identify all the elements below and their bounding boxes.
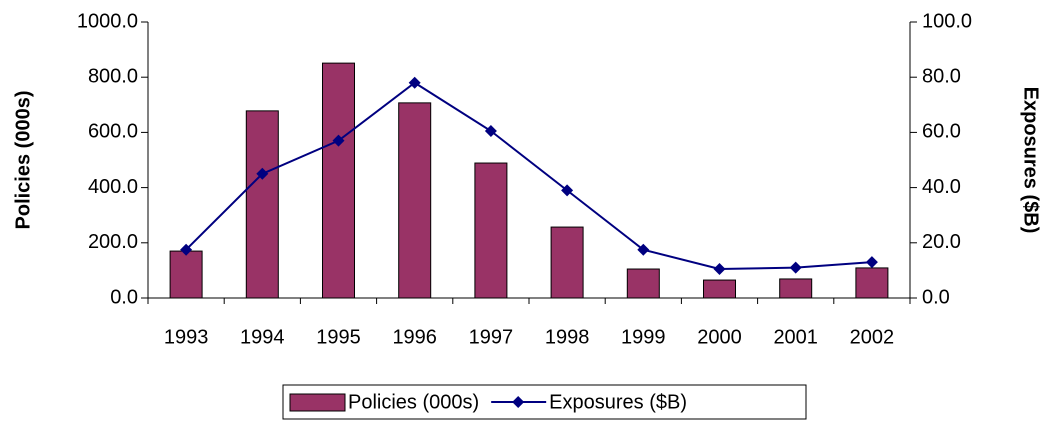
bar (855, 267, 889, 299)
x-tick-label: 2001 (773, 326, 818, 348)
legend-label: Exposures ($B) (549, 391, 687, 413)
x-tick-label: 1994 (240, 326, 285, 348)
x-tick-label: 1997 (469, 326, 514, 348)
line (185, 81, 872, 271)
bar (398, 102, 432, 299)
bar (321, 62, 356, 299)
y2-tick-label: 40.0 (922, 176, 961, 198)
y-tick-label: 400.0 (88, 176, 138, 198)
bar (245, 110, 279, 299)
y-tick-label: 0.0 (110, 286, 138, 308)
marker (713, 263, 726, 276)
x-tick-label: 2000 (697, 326, 742, 348)
y2-tick-label: 0.0 (922, 286, 950, 308)
x-tick-label: 1995 (316, 326, 361, 348)
x-tick-label: 1996 (392, 326, 437, 348)
bar (702, 279, 737, 299)
y-tick-label: 800.0 (88, 65, 138, 87)
marker (332, 134, 345, 147)
y-tick-label: 200.0 (88, 231, 138, 253)
marker (256, 167, 269, 180)
y-tick-label: 1000.0 (77, 10, 138, 32)
bar (550, 226, 584, 299)
x-tick-label: 1999 (621, 326, 666, 348)
marker (180, 243, 193, 256)
x-tick-label: 2002 (850, 326, 895, 348)
legend-marker (512, 396, 525, 408)
y2-tick-label: 100.0 (922, 10, 972, 32)
legend-swatch (289, 393, 346, 412)
bar (169, 250, 203, 299)
marker (408, 76, 421, 89)
marker (789, 261, 802, 274)
marker (865, 256, 878, 269)
marker (561, 184, 574, 197)
y2-tick-label: 60.0 (922, 121, 961, 143)
y-axis-label: Policies (000s) (12, 91, 34, 230)
bar (779, 278, 813, 299)
y2-tick-label: 20.0 (922, 231, 961, 253)
bar (474, 162, 508, 299)
x-tick-label: 1998 (545, 326, 590, 348)
y2-axis-label: Exposures ($B) (1020, 87, 1042, 234)
marker (484, 125, 497, 138)
bar (626, 268, 660, 299)
marker (637, 243, 650, 256)
legend-label: Policies (000s) (348, 391, 479, 413)
y-tick-label: 600.0 (88, 121, 138, 143)
y2-tick-label: 80.0 (922, 65, 961, 87)
x-tick-label: 1993 (164, 326, 209, 348)
